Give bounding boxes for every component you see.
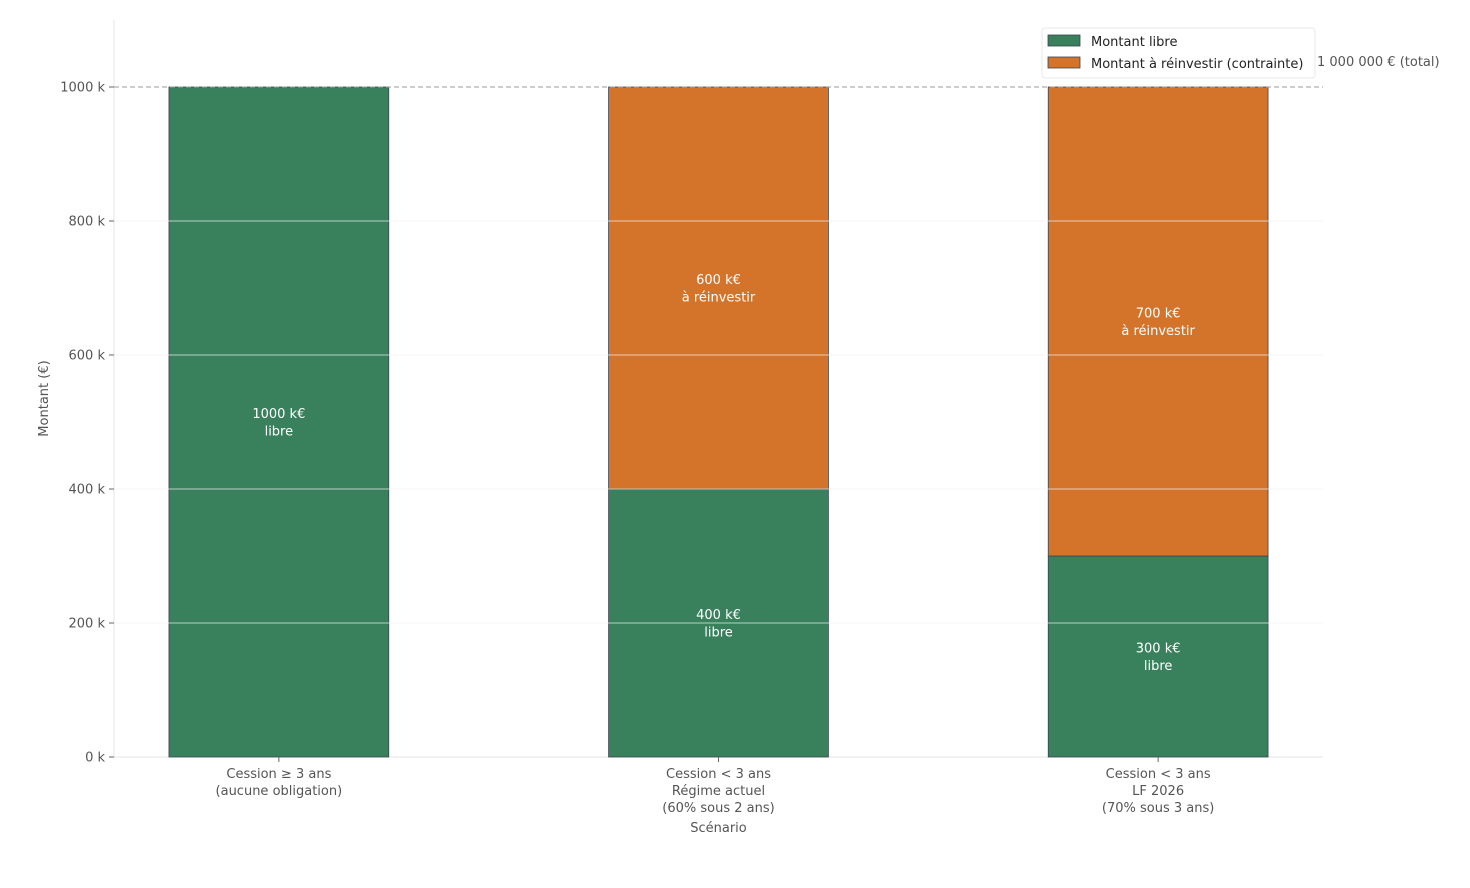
legend-box bbox=[1041, 27, 1316, 79]
x-tick-label: (aucune obligation) bbox=[216, 784, 343, 799]
x-tick-label: (70% sous 3 ans) bbox=[1102, 801, 1214, 816]
bar-data-label: à réinvestir bbox=[682, 291, 756, 306]
y-tick-label: 1000 k bbox=[60, 81, 105, 96]
x-axis-title: Scénario bbox=[690, 821, 747, 836]
bar-data-label: à réinvestir bbox=[1121, 324, 1195, 339]
bar-reinvestir-2 bbox=[1047, 86, 1269, 557]
bar-data-label: 700 k€ bbox=[1136, 307, 1181, 322]
x-tick-label: Cession < 3 ans bbox=[666, 767, 771, 782]
y-tick-label: 400 k bbox=[69, 483, 106, 498]
legend-swatch bbox=[1047, 56, 1081, 69]
y-axis-title: Montant (€) bbox=[37, 360, 52, 436]
bar-data-label: libre bbox=[1144, 659, 1173, 674]
x-tick-label: (60% sous 2 ans) bbox=[662, 801, 774, 816]
bar-data-label: 600 k€ bbox=[696, 273, 741, 288]
y-tick-label: 200 k bbox=[69, 617, 106, 632]
bar-reinvestir-1 bbox=[608, 86, 829, 490]
bar-data-label: libre bbox=[265, 425, 294, 440]
reference-line-label: 1 000 000 € (total) bbox=[1317, 55, 1440, 70]
bar-libre-0 bbox=[168, 86, 390, 758]
x-tick-label: Cession < 3 ans bbox=[1106, 767, 1211, 782]
x-tick-label: Cession ≥ 3 ans bbox=[226, 767, 331, 782]
bar-data-label: 400 k€ bbox=[696, 608, 741, 623]
bar-data-label: libre bbox=[704, 626, 733, 641]
bar-data-label: 1000 k€ bbox=[252, 407, 305, 422]
y-tick-label: 0 k bbox=[85, 751, 105, 766]
bar-libre-2 bbox=[1047, 555, 1269, 758]
legend-label: Montant à réinvestir (contrainte) bbox=[1091, 57, 1303, 72]
legend-label: Montant libre bbox=[1091, 35, 1177, 50]
x-tick-label: LF 2026 bbox=[1132, 784, 1184, 799]
y-tick-label: 600 k bbox=[69, 349, 106, 364]
bar-data-label: 300 k€ bbox=[1136, 642, 1181, 657]
legend-swatch bbox=[1047, 34, 1081, 47]
y-tick-label: 800 k bbox=[69, 215, 106, 230]
x-tick-label: Régime actuel bbox=[672, 784, 765, 799]
